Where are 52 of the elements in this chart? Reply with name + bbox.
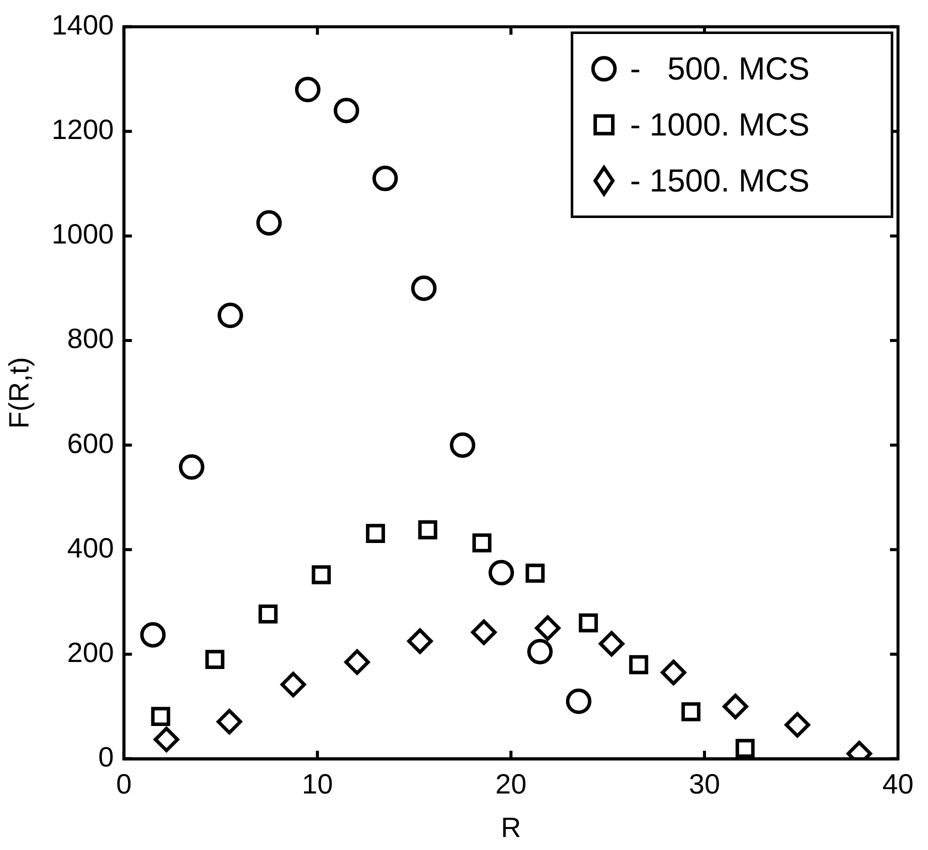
y-tick-label: 1000: [52, 218, 114, 250]
point: [258, 604, 278, 624]
y-tick-label: 400: [67, 532, 114, 564]
point: [154, 726, 180, 752]
y-tick-label: 600: [67, 428, 114, 459]
y-tick-label: 1400: [52, 10, 114, 41]
x-tick-label: 10: [302, 768, 333, 800]
y-tick-label: 200: [67, 636, 114, 668]
legend-label: - 1500. MCS: [630, 162, 810, 199]
point: [256, 210, 282, 236]
point: [566, 688, 592, 714]
point: [629, 655, 648, 674]
y-tick-label: 800: [67, 323, 114, 354]
point: [178, 454, 204, 480]
point: [598, 631, 624, 657]
point: [216, 708, 242, 734]
x-axis-title: R: [500, 812, 522, 843]
point: [411, 275, 437, 301]
point: [280, 672, 306, 698]
x-tick-label: 40: [882, 768, 914, 800]
point: [334, 98, 360, 124]
point: [471, 620, 497, 646]
y-axis-title: F(R,t): [4, 357, 35, 429]
point: [784, 712, 810, 738]
point: [488, 560, 514, 586]
point: [218, 302, 244, 328]
point: [151, 706, 170, 726]
point: [372, 166, 398, 192]
legend-label: - 500. MCS: [630, 50, 810, 87]
point: [418, 520, 438, 540]
point: [736, 738, 755, 758]
point: [660, 660, 686, 686]
y-tick-label: 1200: [52, 114, 114, 146]
point: [294, 76, 320, 102]
y-tick-label: 0: [98, 742, 114, 773]
x-tick-label: 20: [495, 768, 527, 800]
point: [526, 564, 545, 583]
point: [366, 524, 386, 543]
point: [722, 694, 748, 720]
point: [205, 650, 224, 669]
point: [450, 432, 476, 458]
point: [140, 622, 166, 648]
point: [407, 628, 433, 654]
point: [681, 702, 700, 722]
legend-label: - 1000. MCS: [630, 106, 810, 143]
point: [527, 638, 553, 664]
point: [578, 613, 598, 632]
x-tick-label: 30: [688, 768, 720, 800]
point: [472, 533, 492, 552]
point: [344, 649, 370, 675]
point: [312, 565, 331, 584]
point: [534, 615, 560, 641]
